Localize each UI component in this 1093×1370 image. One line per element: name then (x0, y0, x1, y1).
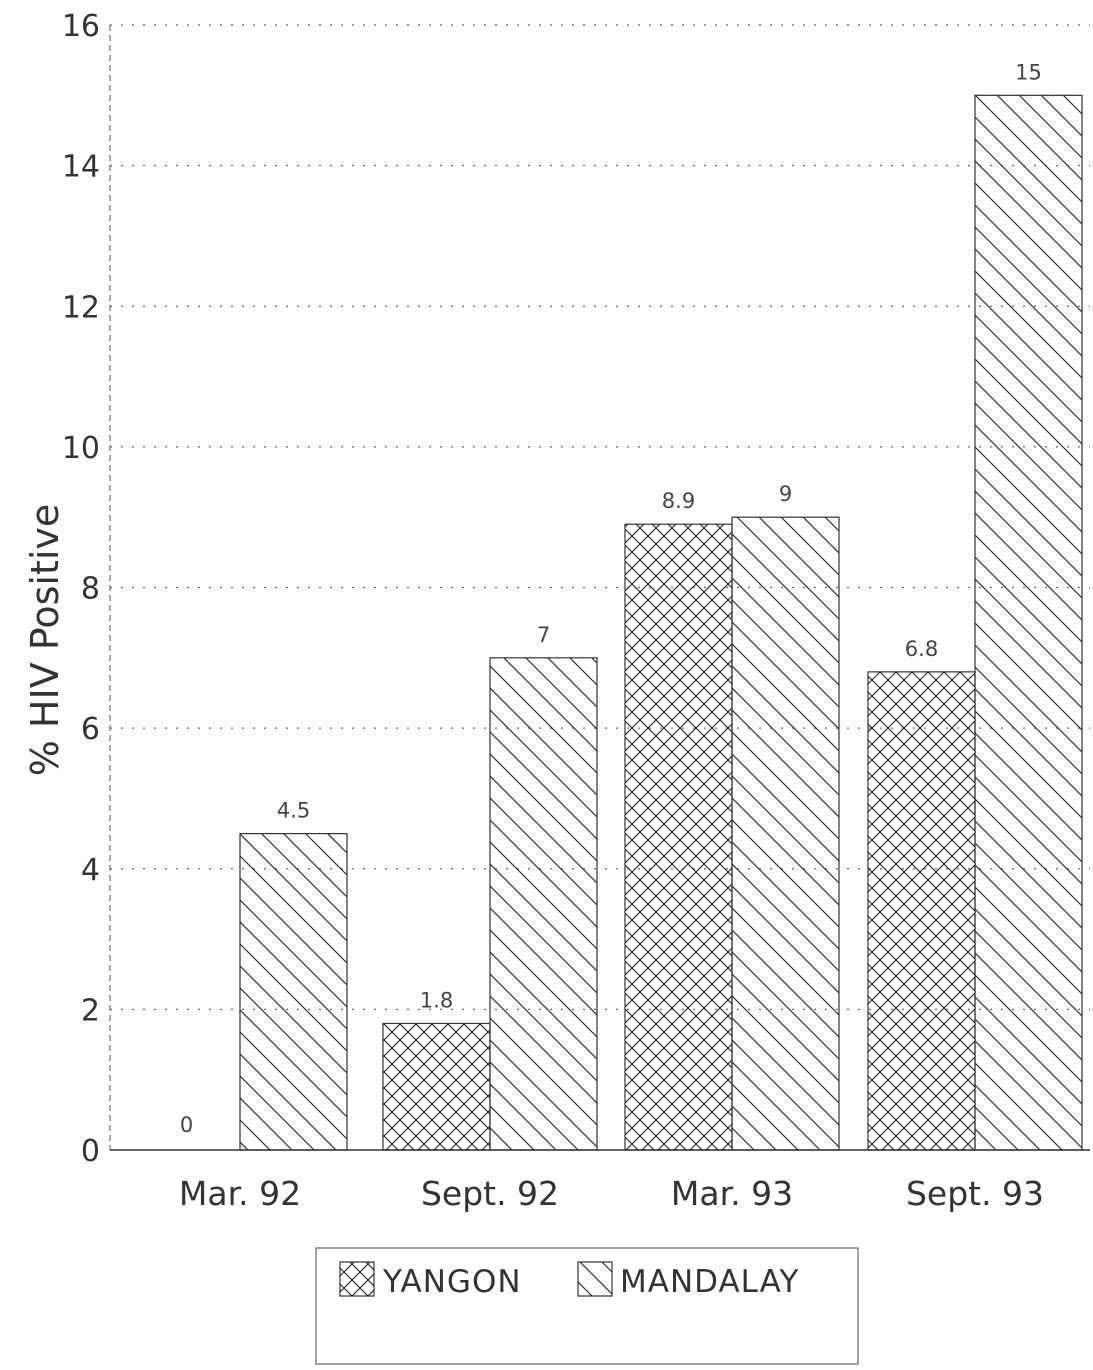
bar-mandalay-2 (731, 516, 840, 1151)
y-tick-label: 6 (81, 712, 100, 747)
bars (239, 94, 1083, 1151)
data-label: 9 (779, 482, 792, 506)
data-label: 4.5 (277, 799, 310, 823)
data-label: 0 (180, 1113, 193, 1137)
legend-swatch-yangon (339, 1261, 375, 1297)
y-tick-labels: 0 2 4 6 8 10 12 14 16 (62, 9, 100, 1169)
legend-label-mandalay: MANDALAY (620, 1264, 799, 1300)
bar-mandalay-1 (489, 657, 598, 1151)
y-tick-label: 0 (81, 1134, 100, 1169)
x-tick-label: Mar. 92 (179, 1174, 301, 1213)
data-label: 1.8 (420, 988, 453, 1012)
x-tick-label: Sept. 93 (906, 1174, 1044, 1213)
bar-yangon-1 (382, 1022, 491, 1151)
data-label: 7 (537, 623, 550, 647)
y-axis-title: % HIV Positive (23, 504, 67, 777)
data-label: 6.8 (905, 637, 938, 661)
bar-yangon-2 (624, 523, 733, 1151)
legend-swatch-mandalay (577, 1261, 613, 1297)
x-tick-label: Mar. 93 (671, 1174, 793, 1213)
x-tick-label: Sept. 92 (421, 1174, 559, 1213)
bar-mandalay-0 (239, 832, 348, 1151)
y-tick-label: 14 (62, 150, 100, 185)
bar-yangon-3 (867, 671, 976, 1151)
x-tick-labels: Mar. 92 Sept. 92 Mar. 93 Sept. 93 (179, 1174, 1044, 1213)
y-tick-label: 16 (62, 9, 100, 44)
data-label: 15 (1015, 60, 1042, 84)
y-tick-label: 12 (62, 290, 100, 325)
y-tick-label: 8 (81, 572, 100, 607)
y-tick-label: 10 (62, 431, 100, 466)
data-labels: 0 4.5 1.8 7 8.9 9 6.8 15 (180, 60, 1042, 1137)
legend-label-yangon: YANGON (382, 1264, 522, 1300)
data-label: 8.9 (662, 489, 695, 513)
y-tick-label: 4 (81, 853, 100, 888)
bar-mandalay-3 (974, 94, 1083, 1151)
y-tick-label: 2 (81, 993, 100, 1028)
legend: YANGON MANDALAY (315, 1247, 859, 1365)
